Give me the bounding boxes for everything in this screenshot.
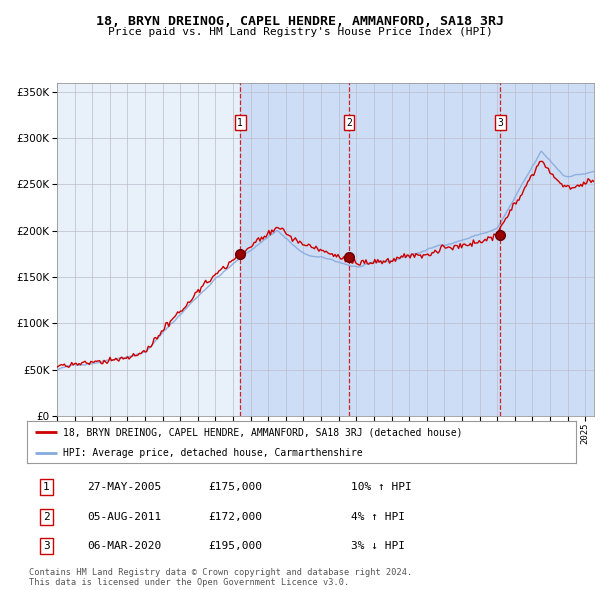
Text: 10% ↑ HPI: 10% ↑ HPI [351, 482, 412, 492]
Text: HPI: Average price, detached house, Carmarthenshire: HPI: Average price, detached house, Carm… [62, 448, 362, 457]
Text: 2: 2 [346, 117, 352, 127]
Bar [500, 83, 594, 416]
Bar [349, 83, 500, 416]
Text: 05-AUG-2011: 05-AUG-2011 [88, 512, 161, 522]
Text: 18, BRYN DREINOG, CAPEL HENDRE, AMMANFORD, SA18 3RJ (detached house): 18, BRYN DREINOG, CAPEL HENDRE, AMMANFOR… [62, 427, 462, 437]
Text: 18, BRYN DREINOG, CAPEL HENDRE, AMMANFORD, SA18 3RJ: 18, BRYN DREINOG, CAPEL HENDRE, AMMANFOR… [96, 15, 504, 28]
Text: £195,000: £195,000 [208, 541, 262, 551]
Text: 1: 1 [238, 117, 243, 127]
Text: 2: 2 [43, 512, 50, 522]
Text: £175,000: £175,000 [208, 482, 262, 492]
Text: 4% ↑ HPI: 4% ↑ HPI [351, 512, 405, 522]
Text: Price paid vs. HM Land Registry's House Price Index (HPI): Price paid vs. HM Land Registry's House … [107, 27, 493, 37]
Text: £172,000: £172,000 [208, 512, 262, 522]
Text: 06-MAR-2020: 06-MAR-2020 [88, 541, 161, 551]
Text: 1: 1 [43, 482, 50, 492]
Text: 3: 3 [43, 541, 50, 551]
Bar [240, 83, 349, 416]
Text: 3: 3 [497, 117, 503, 127]
Text: 27-MAY-2005: 27-MAY-2005 [88, 482, 161, 492]
Text: Contains HM Land Registry data © Crown copyright and database right 2024.
This d: Contains HM Land Registry data © Crown c… [29, 568, 412, 587]
Text: 3% ↓ HPI: 3% ↓ HPI [351, 541, 405, 551]
